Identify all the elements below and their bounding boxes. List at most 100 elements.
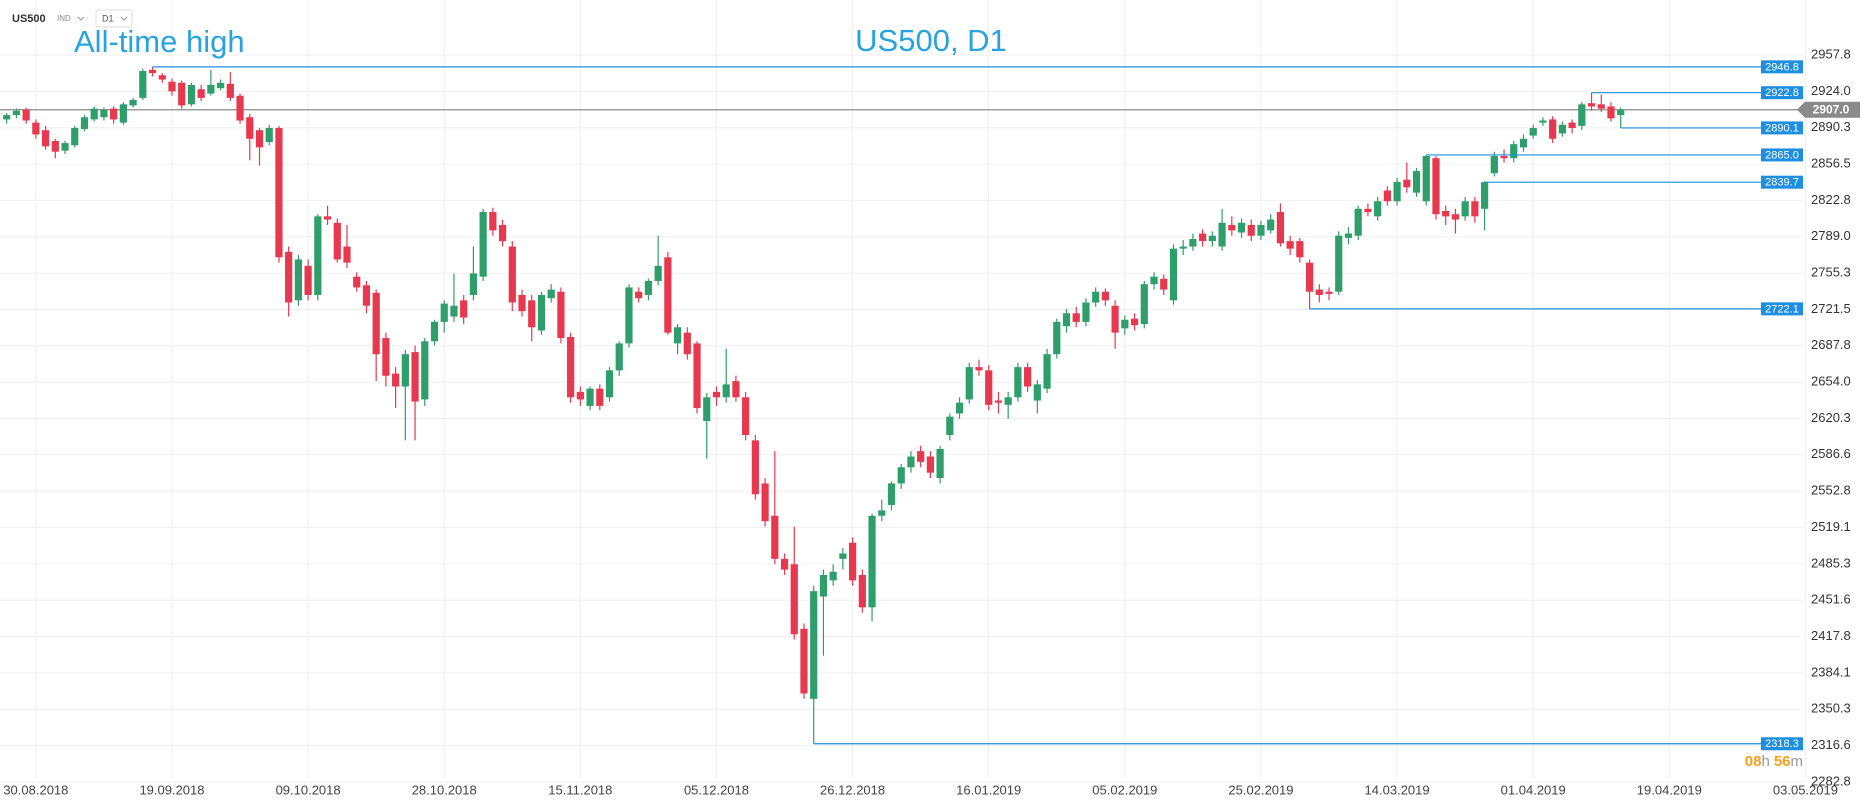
x-tick-label: 19.09.2018 xyxy=(139,782,204,797)
level-box xyxy=(1761,737,1803,751)
candle-body xyxy=(1568,122,1576,129)
y-tick-label: 2451.6 xyxy=(1811,592,1851,607)
candle-body xyxy=(255,130,264,148)
candle-body xyxy=(1432,158,1440,215)
candle-body xyxy=(285,251,293,303)
dropdown-arrow[interactable] xyxy=(77,16,85,21)
candle-body xyxy=(926,456,934,473)
candle-body xyxy=(975,367,983,371)
candle-body xyxy=(1344,233,1353,238)
candle-body xyxy=(1140,284,1148,325)
candle-body xyxy=(576,391,584,400)
candle-body xyxy=(1558,124,1566,134)
candle-body xyxy=(1169,248,1178,301)
candle-body xyxy=(421,341,429,400)
candle-body xyxy=(1160,278,1168,290)
candle-body xyxy=(353,276,361,288)
candle-body xyxy=(1228,224,1236,231)
grid xyxy=(0,0,1806,783)
dropdown-arrow[interactable] xyxy=(120,16,128,21)
level-label: 2839.7 xyxy=(1765,177,1799,189)
candle-body xyxy=(673,327,682,344)
x-tick-label: 19.04.2019 xyxy=(1637,782,1702,797)
level-label: 2865.0 xyxy=(1765,149,1799,161)
candle-body xyxy=(839,553,847,559)
y-tick-label: 2789.0 xyxy=(1811,228,1851,243)
candle-body xyxy=(994,400,1003,403)
candle-body xyxy=(528,300,536,328)
candle-body xyxy=(32,122,40,135)
candle-body xyxy=(372,292,380,355)
candle-body xyxy=(829,571,837,581)
candle-body xyxy=(712,391,721,398)
candle-body xyxy=(1490,156,1498,174)
market[interactable]: IND xyxy=(57,14,71,23)
candle-body xyxy=(567,336,575,398)
candle-body xyxy=(1101,291,1109,301)
candle-body xyxy=(314,216,322,295)
candle-body xyxy=(275,128,283,258)
candle-body xyxy=(1267,219,1275,231)
candle-body xyxy=(1218,222,1226,247)
candle-body xyxy=(1199,233,1207,242)
y-tick-label: 2316.6 xyxy=(1811,737,1851,752)
y-tick-label: 2485.3 xyxy=(1811,555,1851,570)
candle-body xyxy=(858,574,866,608)
candle-body xyxy=(1607,106,1615,119)
candle-body xyxy=(654,265,662,281)
candle-body xyxy=(61,143,69,151)
candle-body xyxy=(761,483,769,522)
candle-body xyxy=(547,289,555,299)
candle-body xyxy=(1072,313,1080,322)
candle-body xyxy=(878,510,886,516)
level-box xyxy=(1761,60,1803,74)
candle-body xyxy=(401,354,409,387)
countdown-minutes: 56 xyxy=(1774,753,1791,770)
candle-body xyxy=(90,108,98,120)
last-price-box xyxy=(1797,101,1860,118)
candle-body xyxy=(411,352,419,402)
x-tick-label: 15.11.2018 xyxy=(548,782,612,797)
candle-body xyxy=(1053,321,1061,355)
candle-body xyxy=(605,370,614,398)
x-tick-label: 03.05.2019 xyxy=(1773,782,1838,797)
candle-body xyxy=(489,212,497,231)
candle-body xyxy=(780,558,789,570)
candle-body xyxy=(168,81,176,92)
annotation: All-time high xyxy=(74,24,245,59)
candle-body xyxy=(178,82,186,106)
x-tick-label: 14.03.2019 xyxy=(1365,782,1430,797)
candle-body xyxy=(596,388,604,406)
candle-body xyxy=(1383,190,1391,202)
candle-body xyxy=(1179,246,1187,249)
candle-body xyxy=(382,338,390,376)
candle-body xyxy=(1500,156,1508,159)
candle-body xyxy=(1305,262,1314,292)
candle-body xyxy=(946,416,954,435)
candle-body xyxy=(1150,276,1158,285)
candle-body xyxy=(586,388,594,406)
candle-body xyxy=(158,75,166,80)
candle-body xyxy=(119,104,127,123)
candle-body xyxy=(362,285,371,306)
candle-body xyxy=(917,451,925,462)
timeframe[interactable]: D1 xyxy=(102,13,114,23)
candle-body xyxy=(1364,208,1372,213)
axis: 2957.8 2924.0 2890.3 2856.5 2822.8 2789.0 2755… xyxy=(3,46,1860,797)
timeframe-box[interactable] xyxy=(95,9,133,28)
candle-body xyxy=(129,100,137,106)
candle-body xyxy=(460,300,468,318)
level-label: 2922.8 xyxy=(1765,87,1799,99)
candle-body xyxy=(1111,305,1119,333)
candle-body xyxy=(51,140,59,152)
candle-body xyxy=(430,321,439,342)
candle-body xyxy=(1121,319,1129,329)
candle-body xyxy=(1062,313,1071,327)
candle-body xyxy=(1092,291,1100,303)
candle-body xyxy=(635,291,643,299)
candle-body xyxy=(1617,109,1625,116)
candle-body xyxy=(1529,128,1537,136)
level-label: 2318.3 xyxy=(1765,738,1799,750)
